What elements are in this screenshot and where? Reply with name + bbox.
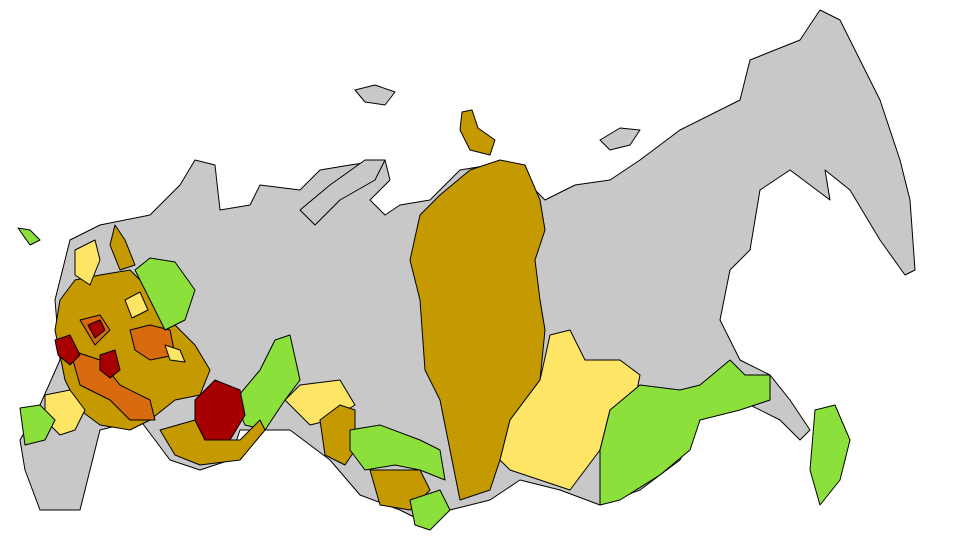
region: [134, 257, 196, 331]
region: [349, 424, 446, 481]
island: [299, 159, 386, 226]
region: [19, 404, 56, 446]
region: [124, 291, 149, 319]
region: [17, 227, 41, 246]
region: [164, 344, 186, 363]
region: [194, 379, 246, 441]
region: [87, 319, 106, 339]
region: [809, 404, 851, 506]
island: [354, 84, 396, 106]
region: [99, 349, 121, 379]
region: [74, 239, 101, 286]
region: [599, 359, 771, 506]
region: [109, 224, 136, 271]
region: [409, 489, 451, 531]
island: [599, 127, 641, 151]
region: [459, 109, 496, 156]
region: [54, 334, 81, 366]
